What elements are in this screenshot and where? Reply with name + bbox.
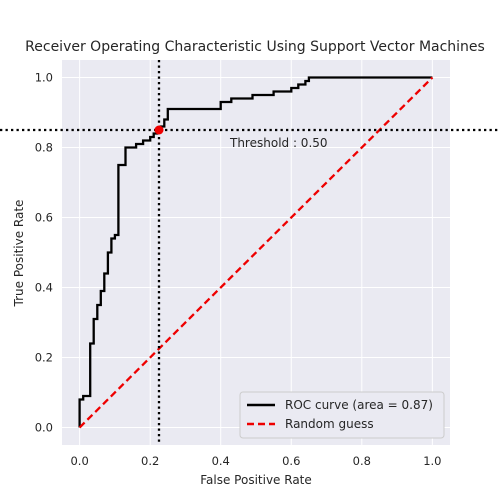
series-layer bbox=[78, 76, 434, 429]
roc-curve-line bbox=[78, 76, 433, 428]
y-tick-label: 1.0 bbox=[35, 71, 53, 85]
x-tick-label: 0.6 bbox=[282, 454, 300, 468]
y-tick-label: 0.8 bbox=[35, 141, 53, 155]
x-tick-label: 1.0 bbox=[423, 454, 441, 468]
threshold-annotation: Threshold : 0.50 bbox=[229, 136, 328, 150]
reference-lines bbox=[0, 60, 500, 445]
legend: ROC curve (area = 0.87) Random guess bbox=[239, 391, 445, 439]
chart-title: Receiver Operating Characteristic Using … bbox=[25, 39, 485, 55]
y-tick-label: 0.0 bbox=[35, 421, 53, 435]
y-tick-label: 0.6 bbox=[35, 211, 53, 225]
random-guess-line bbox=[78, 76, 434, 429]
x-tick-label: 0.8 bbox=[353, 454, 371, 468]
x-tick-label: 0.2 bbox=[141, 454, 159, 468]
legend-random-label: Random guess bbox=[285, 417, 374, 431]
threshold-point bbox=[154, 125, 164, 135]
y-tick-label: 0.2 bbox=[35, 351, 53, 365]
x-tick-label: 0.4 bbox=[212, 454, 230, 468]
tick-labels: 0.0 0.2 0.4 0.6 0.8 1.0 0.0 0.2 0.4 0.6 0.8 1.0 bbox=[35, 71, 442, 469]
y-axis-label: True Positive Rate bbox=[12, 200, 26, 308]
x-axis-label: False Positive Rate bbox=[200, 473, 312, 487]
legend-box bbox=[239, 391, 445, 439]
legend-roc-label: ROC curve (area = 0.87) bbox=[285, 398, 433, 412]
x-tick-label: 0.0 bbox=[70, 454, 88, 468]
y-tick-label: 0.4 bbox=[35, 281, 53, 295]
